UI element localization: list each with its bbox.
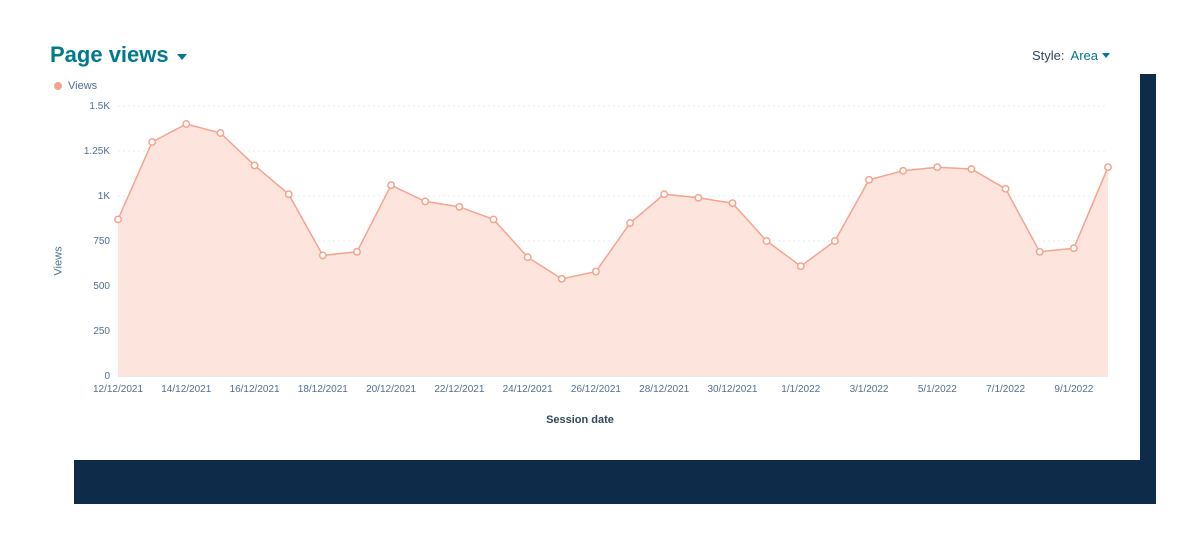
legend-series-label: Views [68, 80, 97, 92]
stage: Page views Style: Area Views Views 0 250 5… [0, 0, 1200, 549]
style-picker-value-text: Area [1071, 48, 1098, 63]
style-picker-value[interactable]: Area [1071, 48, 1110, 63]
card-header: Page views Style: Area [30, 20, 1130, 74]
style-picker: Style: Area [1032, 48, 1110, 63]
dark-frame-bottom [74, 460, 1156, 504]
svg-text:1.5K: 1.5K [89, 101, 110, 112]
chevron-down-icon [1102, 53, 1110, 58]
svg-text:7/1/2022: 7/1/2022 [986, 384, 1025, 395]
chart-area: Views 0 250 500 750 1K 1.25K 1.5K 12/12/2021 14/… [50, 96, 1110, 426]
svg-text:12/12/2021: 12/12/2021 [93, 384, 143, 395]
area-chart: 0 250 500 750 1K 1.25K 1.5K 12/12/2021 14/12/202… [50, 96, 1116, 410]
svg-text:750: 750 [93, 236, 110, 247]
svg-text:26/12/2021: 26/12/2021 [571, 384, 621, 395]
svg-text:1K: 1K [98, 191, 111, 202]
legend-swatch [54, 82, 62, 90]
svg-text:1/1/2022: 1/1/2022 [781, 384, 820, 395]
svg-text:18/12/2021: 18/12/2021 [298, 384, 348, 395]
svg-text:1.25K: 1.25K [84, 146, 110, 157]
metric-selector-label: Page views [50, 42, 169, 68]
svg-text:500: 500 [93, 281, 110, 292]
y-axis-title: Views [53, 246, 65, 275]
svg-text:14/12/2021: 14/12/2021 [161, 384, 211, 395]
svg-text:24/12/2021: 24/12/2021 [503, 384, 553, 395]
x-axis-title: Session date [50, 414, 1110, 426]
svg-text:5/1/2022: 5/1/2022 [918, 384, 957, 395]
chart-card: Page views Style: Area Views Views 0 250 5… [20, 20, 1140, 460]
svg-text:28/12/2021: 28/12/2021 [639, 384, 689, 395]
svg-text:3/1/2022: 3/1/2022 [850, 384, 889, 395]
chart-legend: Views [30, 74, 1130, 92]
svg-text:250: 250 [93, 326, 110, 337]
svg-text:20/12/2021: 20/12/2021 [366, 384, 416, 395]
style-picker-label: Style: [1032, 48, 1065, 63]
metric-selector[interactable]: Page views [50, 42, 187, 68]
svg-text:30/12/2021: 30/12/2021 [707, 384, 757, 395]
chevron-down-icon [177, 54, 187, 60]
svg-text:0: 0 [104, 371, 110, 382]
svg-text:16/12/2021: 16/12/2021 [230, 384, 280, 395]
svg-text:9/1/2022: 9/1/2022 [1054, 384, 1093, 395]
svg-text:22/12/2021: 22/12/2021 [434, 384, 484, 395]
